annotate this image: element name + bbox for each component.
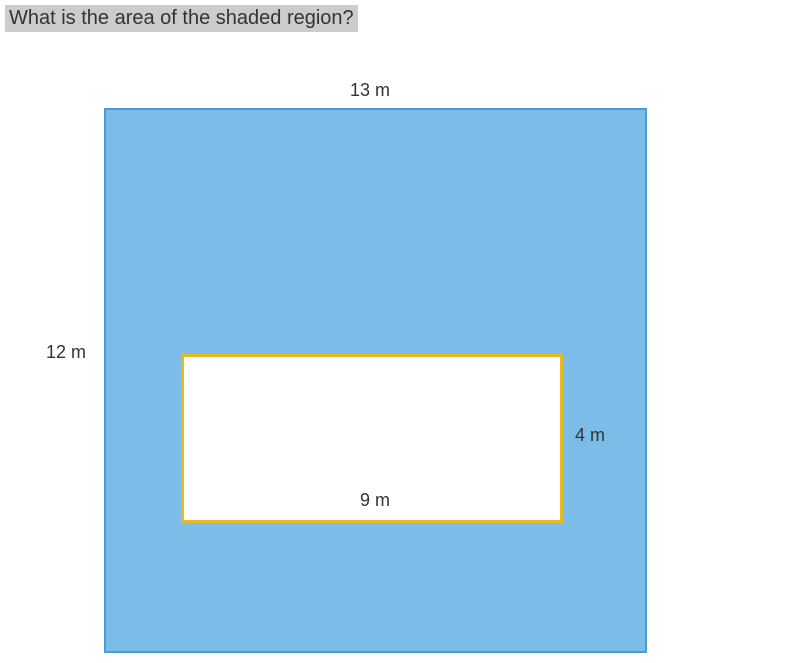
inner-right-label: 4 m bbox=[575, 425, 605, 446]
inner-bottom-label: 9 m bbox=[360, 490, 390, 511]
outer-top-label: 13 m bbox=[350, 80, 390, 101]
question-text: What is the area of the shaded region? bbox=[5, 5, 358, 32]
outer-left-label: 12 m bbox=[46, 342, 86, 363]
diagram-container: 13 m 12 m 4 m 9 m bbox=[0, 32, 800, 652]
